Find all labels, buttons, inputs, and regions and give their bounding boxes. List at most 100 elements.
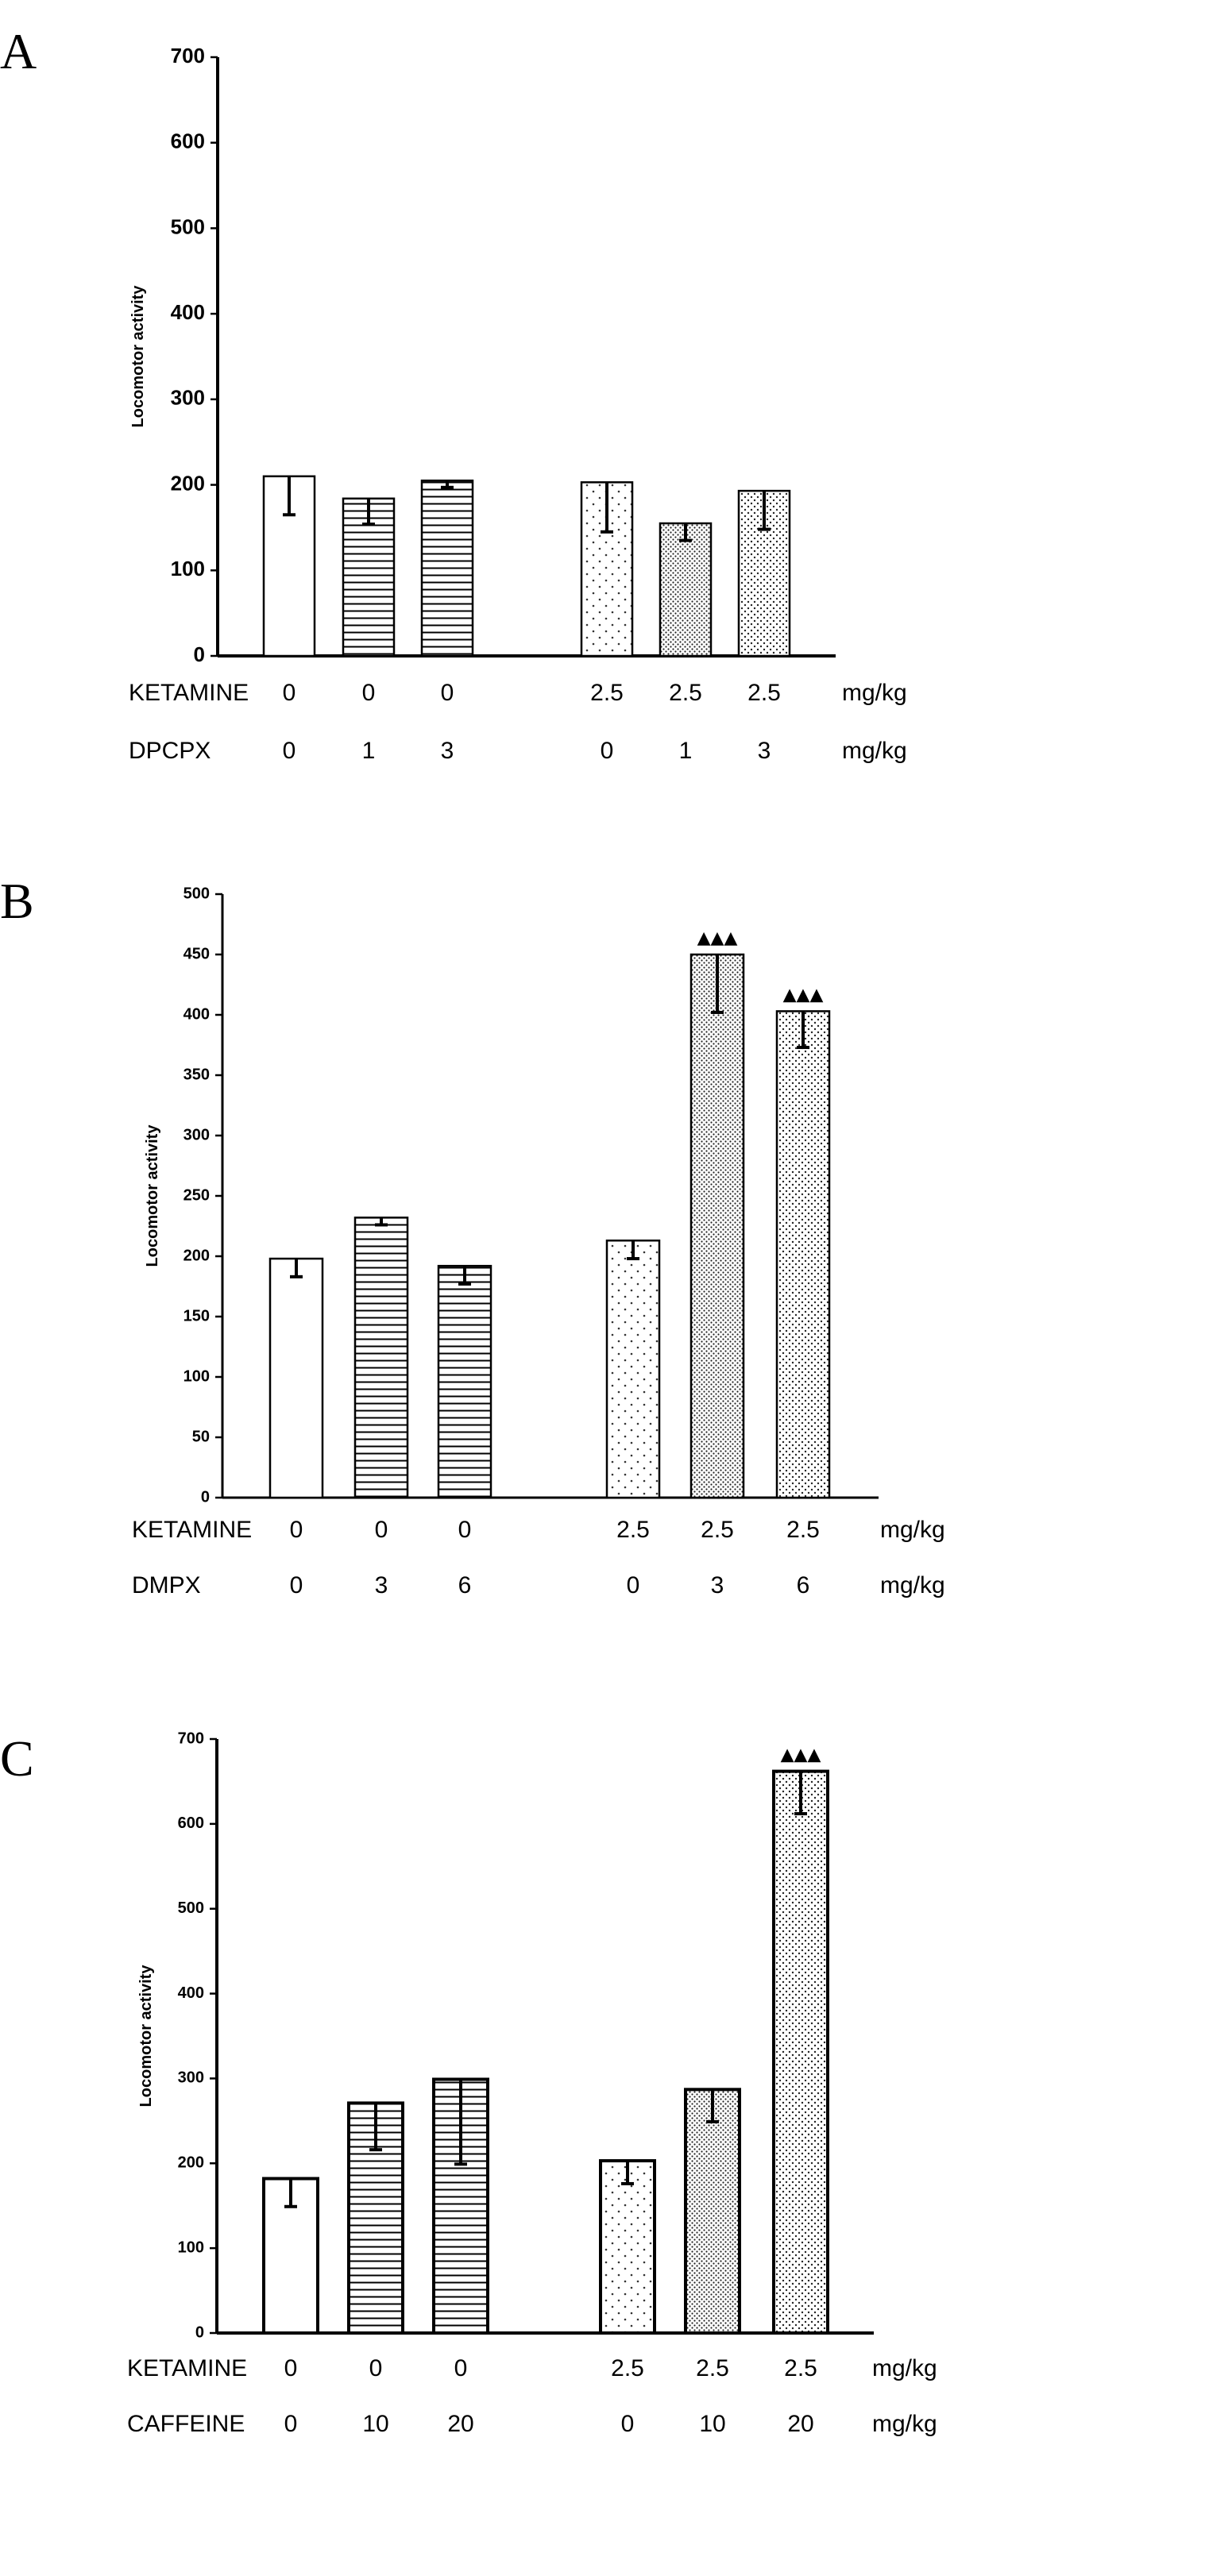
bar — [772, 1769, 829, 2335]
bar — [684, 2088, 741, 2335]
y-tick-label: 700 — [178, 1730, 204, 1747]
y-axis-label: Locomotor activity — [129, 285, 147, 428]
y-tick-label: 100 — [178, 2239, 204, 2256]
y-tick-label: 50 — [192, 1428, 210, 1445]
y-tick-label: 300 — [178, 2069, 204, 2087]
dose-value: 2.5 — [696, 2355, 729, 2381]
dose-value: 2.5 — [616, 1517, 650, 1543]
dose-value: 3 — [711, 1572, 724, 1598]
row-label: KETAMINE — [129, 680, 249, 706]
y-tick-label: 0 — [195, 2323, 204, 2341]
error-bar — [621, 2161, 634, 2185]
significance-marker: ▲▲▲ — [781, 1745, 821, 1765]
dose-value: 6 — [458, 1572, 472, 1598]
error-bar — [706, 2089, 719, 2123]
y-tick-label: 300 — [171, 386, 205, 410]
panel-label: C — [0, 1730, 34, 1787]
error-bar — [601, 482, 613, 534]
error-bar — [794, 1771, 807, 1816]
bar — [659, 522, 713, 657]
y-tick-label: 500 — [178, 1899, 204, 1917]
dose-value: 2.5 — [786, 1517, 820, 1543]
dose-value: 0 — [621, 2411, 635, 2437]
chart-panel-c: C 0 100 200 300 400 500 600 700 Locomotor activi… — [0, 1707, 1209, 2576]
unit-label: mg/kg — [872, 2411, 937, 2437]
dose-value: 1 — [679, 738, 693, 764]
error-bar — [369, 2103, 382, 2152]
dose-value: 0 — [362, 680, 376, 706]
dose-value: 0 — [283, 738, 296, 764]
unit-label: mg/kg — [842, 680, 907, 706]
dose-value: 0 — [290, 1572, 303, 1598]
dose-value: 10 — [362, 2411, 388, 2437]
y-tick-label: 200 — [183, 1247, 210, 1264]
error-bar — [284, 2178, 297, 2208]
dose-value: 0 — [369, 2355, 383, 2381]
panel-label: B — [0, 873, 34, 929]
bar — [437, 1264, 492, 1499]
dose-value: 6 — [797, 1572, 810, 1598]
error-bar — [283, 476, 295, 517]
dose-value: 2.5 — [611, 2355, 644, 2381]
error-bar — [458, 1266, 471, 1286]
bar — [420, 479, 474, 657]
dose-value: 1 — [362, 738, 376, 764]
dose-value: 2.5 — [701, 1517, 734, 1543]
unit-label: mg/kg — [842, 738, 907, 764]
error-bar — [375, 1217, 388, 1227]
dose-value: 3 — [758, 738, 771, 764]
dose-value: 0 — [375, 1517, 388, 1543]
y-tick-label: 500 — [183, 885, 210, 902]
y-tick-label: 400 — [178, 1984, 204, 2002]
dose-value: 0 — [441, 680, 454, 706]
y-tick-label: 0 — [201, 1488, 210, 1506]
unit-label: mg/kg — [872, 2355, 937, 2381]
y-tick-label: 100 — [171, 557, 205, 580]
dose-value: 0 — [284, 2355, 298, 2381]
dose-value: 0 — [458, 1517, 472, 1543]
error-bar — [797, 1011, 809, 1050]
y-tick-label: 250 — [183, 1186, 210, 1204]
error-bar — [441, 480, 454, 489]
chart-panel-a: A 0 100 200 300 400 500 600 700 Locomotor activi… — [0, 0, 1209, 826]
dose-value: 0 — [283, 680, 296, 706]
y-tick-label: 400 — [183, 1005, 210, 1023]
significance-marker: ▲▲▲ — [783, 985, 824, 1005]
dose-value: 0 — [601, 738, 614, 764]
bar — [605, 1239, 661, 1499]
dose-value: 0 — [454, 2355, 468, 2381]
dose-value: 20 — [447, 2411, 473, 2437]
dose-value: 20 — [787, 2411, 813, 2437]
dose-value: 2.5 — [590, 680, 624, 706]
row-label: DPCPX — [129, 738, 211, 764]
bar — [599, 2159, 656, 2335]
bar — [353, 1217, 409, 1499]
error-bar — [290, 1259, 303, 1278]
bar — [268, 1257, 324, 1499]
error-bar — [679, 523, 692, 542]
y-tick-label: 100 — [183, 1367, 210, 1385]
dose-value: 2.5 — [747, 680, 781, 706]
y-tick-label: 400 — [171, 300, 205, 324]
y-axis-label: Locomotor activity — [144, 1124, 161, 1267]
y-tick-label: 150 — [183, 1307, 210, 1325]
error-bar — [627, 1240, 639, 1261]
dose-value: 10 — [699, 2411, 725, 2437]
y-tick-label: 300 — [183, 1126, 210, 1143]
y-tick-label: 600 — [178, 1814, 204, 1832]
y-tick-label: 0 — [194, 642, 205, 666]
y-axis-label: Locomotor activity — [137, 1965, 155, 2107]
y-tick-label: 350 — [183, 1066, 210, 1083]
row-label: CAFFEINE — [127, 2411, 245, 2437]
error-bar — [758, 491, 771, 531]
bar — [775, 1010, 831, 1499]
dose-value: 3 — [441, 738, 454, 764]
y-tick-label: 700 — [171, 44, 205, 67]
panel-label: A — [0, 23, 37, 79]
unit-label: mg/kg — [880, 1517, 945, 1543]
error-bar — [362, 498, 375, 526]
y-tick-label: 600 — [171, 129, 205, 153]
row-label: KETAMINE — [132, 1517, 252, 1543]
